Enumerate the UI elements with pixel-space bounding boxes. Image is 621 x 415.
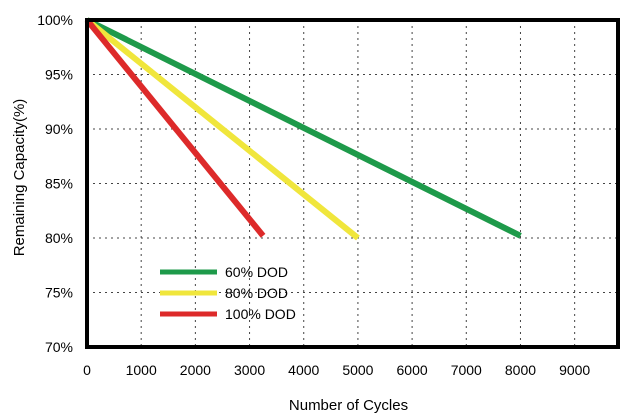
y-tick-label: 95%	[45, 67, 73, 83]
x-tick-label: 3000	[234, 362, 265, 378]
x-tick-label: 5000	[342, 362, 373, 378]
y-tick-label: 70%	[45, 339, 73, 355]
y-tick-label: 100%	[37, 12, 73, 28]
series-lines	[84, 17, 522, 241]
x-axis-label: Number of Cycles	[289, 397, 408, 414]
x-tick-label: 1000	[126, 362, 157, 378]
series-line-2	[85, 17, 360, 241]
x-tick-label: 6000	[397, 362, 428, 378]
x-axis-ticks: 0 1000 2000 3000 4000 5000 6000 7000 8000 9000	[83, 362, 590, 378]
x-tick-label: 4000	[288, 362, 319, 378]
y-tick-label: 80%	[45, 230, 73, 246]
x-tick-label: 8000	[505, 362, 536, 378]
series-line-1	[85, 17, 522, 239]
x-tick-label: 9000	[559, 362, 590, 378]
y-tick-label: 85%	[45, 176, 73, 192]
legend: 60% DOD 80% DOD 100% DOD	[160, 264, 296, 322]
series-line-3	[84, 18, 266, 238]
legend-label-1: 60% DOD	[225, 264, 288, 280]
y-tick-label: 75%	[45, 285, 73, 301]
x-tick-label: 2000	[180, 362, 211, 378]
y-axis-ticks: 100% 95% 90% 85% 80% 75% 70%	[37, 12, 73, 355]
x-tick-label: 7000	[451, 362, 482, 378]
legend-label-3: 100% DOD	[225, 306, 296, 322]
grid-lines	[87, 20, 618, 347]
x-tick-label: 0	[83, 362, 91, 378]
y-tick-label: 90%	[45, 121, 73, 137]
y-axis-label: Remaining Capacity(%)	[11, 99, 28, 257]
plot-frame	[85, 18, 620, 349]
legend-label-2: 80% DOD	[225, 285, 288, 301]
